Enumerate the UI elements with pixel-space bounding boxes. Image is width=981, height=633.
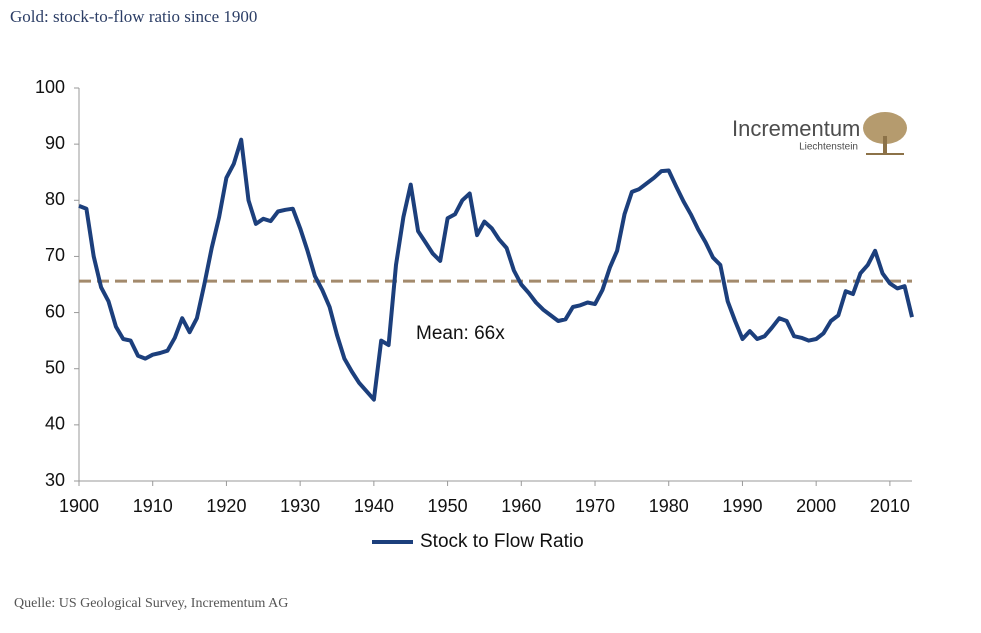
y-tick-label: 60 (45, 301, 65, 321)
y-tick-label: 40 (45, 414, 65, 434)
y-tick-label: 90 (45, 133, 65, 153)
y-tick-label: 70 (45, 245, 65, 265)
x-tick-label: 1980 (649, 496, 689, 516)
logo-ground (866, 153, 904, 155)
legend-label: Stock to Flow Ratio (420, 531, 584, 552)
x-tick-label: 1990 (722, 496, 762, 516)
x-tick-label: 1970 (575, 496, 615, 516)
logo: Incrementum Liechtenstein (732, 112, 907, 155)
logo-name: Incrementum (732, 116, 860, 141)
x-tick-label: 1930 (280, 496, 320, 516)
y-tick-label: 100 (35, 77, 65, 97)
logo-tree (863, 112, 907, 144)
y-tick-label: 80 (45, 189, 65, 209)
x-tick-label: 1940 (354, 496, 394, 516)
logo-trunk (883, 136, 887, 154)
x-tick-label: 1960 (501, 496, 541, 516)
chart-title: Gold: stock-to-flow ratio since 1900 (10, 7, 257, 26)
x-tick-label: 1920 (206, 496, 246, 516)
x-tick-label: 1900 (59, 496, 99, 516)
y-tick-label: 30 (45, 470, 65, 490)
source: Quelle: US Geological Survey, Incrementu… (14, 596, 288, 611)
x-tick-label: 1950 (428, 496, 468, 516)
x-tick-label: 2000 (796, 496, 836, 516)
x-tick-label: 2010 (870, 496, 910, 516)
mean-label: Mean: 66x (416, 323, 505, 344)
series-line (78, 137, 914, 402)
x-tick-label: 1910 (133, 496, 173, 516)
y-tick-label: 50 (45, 357, 65, 377)
logo-subtitle: Liechtenstein (799, 142, 858, 153)
